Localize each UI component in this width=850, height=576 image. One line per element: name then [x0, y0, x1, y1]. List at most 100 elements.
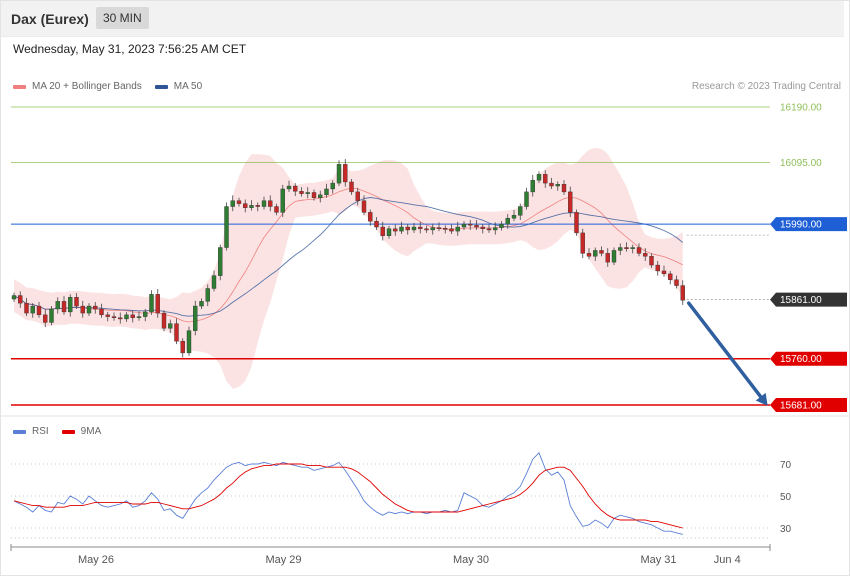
candle-body	[618, 247, 623, 251]
candle-body	[93, 305, 98, 310]
legend-swatch-ma50	[154, 84, 168, 89]
candle-body	[468, 223, 473, 226]
forecast-arrow-head	[755, 392, 768, 406]
candle-body	[461, 223, 467, 228]
candle-body	[405, 226, 410, 231]
candle-body	[418, 226, 423, 229]
candle-body	[636, 247, 642, 254]
candle-body	[211, 275, 217, 289]
level-label-resistance: 16190.00	[780, 103, 822, 114]
time-axis-label: May 31	[640, 554, 676, 566]
candle-body	[611, 250, 617, 263]
candle-body	[68, 297, 73, 313]
candle-body	[605, 253, 610, 263]
candle-body	[399, 226, 404, 232]
level-tag-current	[770, 292, 847, 307]
candle-body	[193, 305, 198, 331]
candle-body	[593, 250, 598, 257]
candle-body	[386, 228, 392, 237]
legend-label-rsi-ma: 9MA	[80, 426, 102, 437]
candle-body	[668, 273, 673, 280]
candle-body	[580, 232, 585, 254]
candle-body	[99, 308, 104, 316]
candle-body	[180, 340, 185, 354]
time-axis-label: Jun 4	[714, 554, 741, 566]
candle-body	[168, 323, 173, 329]
candle-body	[280, 188, 285, 213]
candle-body	[518, 206, 523, 216]
candle-body	[86, 305, 92, 314]
candle-body	[299, 191, 304, 194]
timeframe-badge[interactable]: 30 MIN	[96, 7, 149, 29]
candle-body	[249, 205, 254, 208]
rsi-level-label: 70	[780, 460, 792, 471]
rsi-level-label: 30	[780, 524, 792, 535]
rsi-ma-line	[13, 463, 683, 529]
level-tag-support	[770, 351, 847, 366]
candle-body	[105, 314, 110, 317]
candle-body	[480, 226, 485, 229]
instrument-title: Dax (Eurex)	[11, 11, 89, 27]
candle-body	[124, 314, 129, 320]
candle-body	[674, 279, 679, 286]
candle-body	[643, 253, 648, 257]
candle-body	[236, 200, 242, 204]
candle-body	[549, 182, 554, 187]
candle-body	[524, 191, 529, 207]
candle-body	[268, 200, 273, 207]
candle-body	[161, 312, 167, 329]
candle-body	[324, 188, 329, 196]
candle-body	[361, 200, 367, 213]
candle-body	[624, 247, 629, 249]
candle-body	[393, 228, 398, 232]
candle-body	[293, 185, 298, 192]
candle-body	[149, 294, 154, 313]
level-label-resistance: 16095.00	[780, 158, 822, 169]
candle-body	[24, 302, 29, 314]
candle-body	[436, 227, 442, 230]
candle-body	[43, 314, 48, 323]
candle-body	[286, 185, 292, 190]
candle-body	[511, 215, 517, 219]
candle-body	[505, 218, 510, 225]
chart-header: Dax (Eurex) 30 MIN	[0, 0, 844, 37]
forecast-arrow-shaft	[687, 301, 766, 403]
candle-body	[486, 228, 492, 231]
candle-body	[574, 212, 579, 234]
candle-body	[11, 295, 17, 300]
candle-body	[474, 225, 479, 228]
time-axis-label: May 30	[453, 554, 489, 566]
candle-body	[536, 174, 542, 181]
candle-body	[493, 227, 498, 231]
candle-body	[555, 184, 560, 187]
legend-label-bollinger: MA 20 + Bollinger Bands	[32, 81, 142, 92]
bollinger-band-area	[14, 147, 683, 389]
candle-body	[186, 330, 192, 354]
time-axis-label: May 26	[78, 554, 114, 566]
rsi-legend: RSI 9MA	[13, 426, 114, 437]
candle-body	[199, 301, 204, 307]
candle-body	[411, 226, 417, 231]
candle-body	[543, 174, 548, 184]
legend-swatch-rsi	[13, 429, 26, 434]
ma50-line	[13, 197, 684, 317]
candle-body	[599, 250, 604, 254]
candle-body	[74, 297, 79, 307]
candle-body	[61, 301, 67, 313]
candle-body	[111, 316, 117, 318]
candle-body	[568, 191, 573, 213]
candle-body	[118, 317, 123, 320]
candle-body	[380, 226, 385, 237]
candle-body	[586, 253, 592, 257]
legend-swatch-rsi-ma	[61, 429, 75, 434]
candle-body	[230, 200, 235, 207]
candle-body	[443, 227, 448, 230]
candle-body	[80, 305, 85, 314]
candle-body	[661, 270, 667, 275]
candle-body	[30, 305, 35, 314]
candle-body	[274, 206, 279, 213]
candle-body	[143, 311, 148, 317]
candle-body	[218, 247, 223, 276]
price-legend: MA 20 + Bollinger Bands MA 50	[13, 81, 215, 92]
